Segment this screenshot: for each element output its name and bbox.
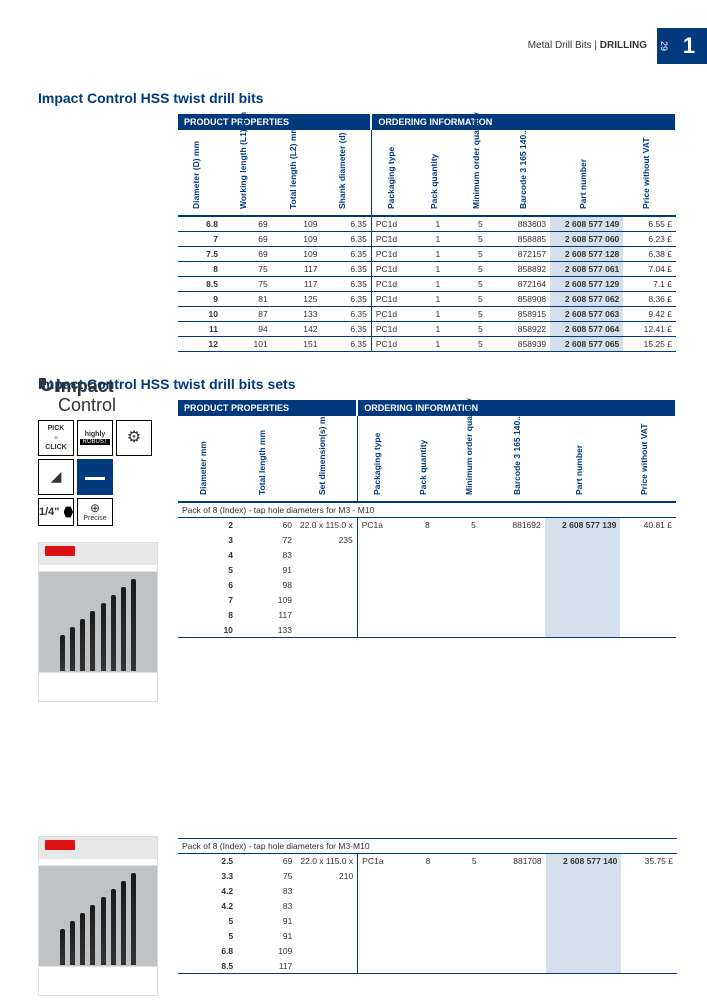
col-header: Diameter mm [178,416,237,502]
logo-line1: Impact [56,376,114,396]
table-row: 2.56922.0 x 115.0 xPC1a858817082 608 577… [178,854,677,869]
drill-bit-icon [80,913,85,965]
badge-highly-text: highly [85,431,106,439]
table-row: 10133 [178,623,676,638]
table-row: 698 [178,578,676,593]
table-row: 121011516.35PC1d158589392 608 577 06515.… [178,337,676,352]
drill-bit-icon [111,595,116,671]
angle-icon: ◢ [51,469,62,484]
section1-title: Impact Control HSS twist drill bits [38,90,677,106]
strength-badge: ▬▬ [77,459,113,495]
drill-bit-icon [60,635,65,671]
crosshair-icon: ⊕ [90,502,100,515]
col-header: Pack quantity [418,130,458,216]
table-row: 11941426.35PC1d158589222 608 577 06412.4… [178,322,676,337]
drill-sets-table-2: Pack of 8 (Index) - tap hole diameters f… [178,838,677,974]
table-row: 7109 [178,593,676,608]
badge-click-text: CLICK [45,444,66,452]
drill-bit-icon [121,587,126,671]
drill-bit-icon [101,897,106,965]
table-row: 591 [178,914,677,929]
table-row: 8.5117 [178,959,677,974]
table-row: 8.5751176.35PC1d158721642 608 577 1297.1… [178,277,676,292]
table-row: 6.8109 [178,944,677,959]
col-header: Working length (L1) mm [222,130,272,216]
quarter-inch-badge: 1/4" [38,498,74,526]
table-row: 7.5691096.35PC1d158721572 608 577 1286.3… [178,247,676,262]
col-header: Packaging type [357,416,405,502]
table-row: 9811256.35PC1d158589082 608 577 0628.36 … [178,292,676,307]
drill-bit-icon [131,873,136,965]
recycle-icon: ↻ [38,376,51,396]
table-row: 8117 [178,608,676,623]
hex-icon [64,506,73,518]
table-row: 4.283 [178,899,677,914]
drill-icon: ⚙ [127,429,141,447]
col-header: Total length (L2) mm [272,130,322,216]
breadcrumb: Metal Drill Bits | DRILLING [528,40,647,51]
qtr-text: 1/4" [39,506,60,518]
product-image-1 [38,542,158,702]
col-header: Barcode 3 165 140... [503,130,550,216]
set1-label: Pack of 8 (Index) - tap hole diameters f… [178,502,676,518]
col-header: Set dimension(s) mm [296,416,357,502]
col-header: Pack quantity [405,416,450,502]
drill-bit-icon [121,881,126,965]
group-header-properties-2: PRODUCT PROPERTIES [178,400,357,416]
col-header: Part number [545,416,621,502]
drill-bit-icon [101,603,106,671]
page-number: 29 [657,28,671,64]
set2-label: Pack of 8 (Index) - tap hole diameters f… [178,839,677,854]
chapter-tab: 1 [671,28,707,64]
drill-bit-icon [80,619,85,671]
logo-line2: Control [58,395,116,415]
drill-bit-icon [90,905,95,965]
precise-text: Precise [83,515,106,523]
badge-pick-text: PICK [48,425,65,433]
badge-robust-text: ROBUST [80,439,109,446]
col-header: Minimum order quantity [458,130,503,216]
table-row: 591 [178,929,677,944]
drill-icon-badge: ⚙ [116,420,152,456]
highly-robust-badge: highlyROBUST [77,420,113,456]
table-row: 4.283 [178,884,677,899]
drill-bit-icon [90,611,95,671]
pick-click-badge: PICK▫CLICK [38,420,74,456]
col-header: Part number [550,130,623,216]
drill-bit-icon [70,627,75,671]
impact-control-logo: ↻ Impact Control [38,376,168,414]
table-row: 483 [178,548,676,563]
col-header: Packaging type [371,130,418,216]
table-row: 7691096.35PC1d158588852 608 577 0606.23 … [178,232,676,247]
table-row: 591 [178,563,676,578]
drill-bit-icon [131,579,136,671]
drill-bit-icon [111,889,116,965]
sets-sidebar: ↻ Impact Control PICK▫CLICK highlyROBUST… [38,376,168,714]
col-header: Price without VAT [620,416,676,502]
col-header: Price without VAT [623,130,676,216]
table-row: 8751176.35PC1d158588922 608 577 0617.04 … [178,262,676,277]
table-row: 6.8691096.35PC1d158836032 608 577 1496.5… [178,216,676,232]
table-row: 372235 [178,533,676,548]
table-row: 26022.0 x 115.0 xPC1a858816922 608 577 1… [178,518,676,533]
col-header: Barcode 3 165 140... [497,416,545,502]
drill-sets-table-1: PRODUCT PROPERTIES ORDERING INFORMATION … [178,400,677,638]
precise-badge: ⊕Precise [77,498,113,526]
col-header: Minimum order quantity [450,416,497,502]
breadcrumb-category: Metal Drill Bits [528,40,592,51]
angle-icon-badge: ◢ [38,459,74,495]
breadcrumb-section: DRILLING [600,40,647,51]
col-header: Shank diameter (d) mm [321,130,371,216]
drill-bits-table: PRODUCT PROPERTIES ORDERING INFORMATION … [178,114,677,352]
metal-icon: ▬▬ [85,472,105,483]
col-header: Diameter (D) mm [178,130,222,216]
drill-bit-icon [60,929,65,965]
table-row: 10871336.35PC1d158589152 608 577 0639.42… [178,307,676,322]
product-image-2 [38,836,158,996]
col-header: Total length mm [237,416,296,502]
drill-bit-icon [70,921,75,965]
table-row: 3.375210 [178,869,677,884]
